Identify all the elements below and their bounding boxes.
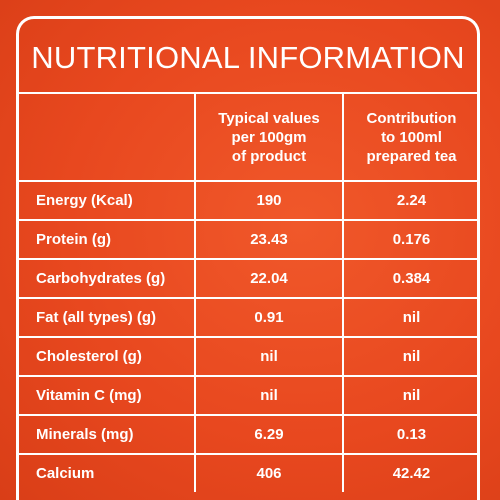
table-row: Cholesterol (g) nil nil <box>17 336 479 377</box>
value-per-100gm: nil <box>194 375 344 416</box>
nutrient-name: Minerals (mg) <box>17 414 196 455</box>
value-per-100gm: 23.43 <box>194 219 344 260</box>
value-per-100ml: 0.384 <box>342 258 479 299</box>
value-per-100gm: nil <box>194 336 344 377</box>
table-row: Protein (g) 23.43 0.176 <box>17 219 479 260</box>
table-row: Energy (Kcal) 190 2.24 <box>17 180 479 221</box>
value-per-100ml: nil <box>342 375 479 416</box>
table-row: Calcium 406 42.42 <box>17 453 479 492</box>
value-per-100gm: 190 <box>194 180 344 221</box>
nutrient-name: Fat (all types) (g) <box>17 297 196 338</box>
table-row: Fat (all types) (g) 0.91 nil <box>17 297 479 338</box>
table-row: Carbohydrates (g) 22.04 0.384 <box>17 258 479 299</box>
header-per-100ml-line-2: to 100ml <box>381 128 442 146</box>
header-per-100gm-line-1: Typical values <box>218 109 320 127</box>
value-per-100ml: 42.42 <box>342 453 479 492</box>
value-per-100ml: 0.176 <box>342 219 479 260</box>
nutrition-table: Typical values per 100gm of product Cont… <box>17 92 479 492</box>
value-per-100gm: 6.29 <box>194 414 344 455</box>
nutrient-name: Protein (g) <box>17 219 196 260</box>
header-blank-cell <box>17 92 196 182</box>
nutrient-name: Energy (Kcal) <box>17 180 196 221</box>
value-per-100gm: 406 <box>194 453 344 492</box>
value-per-100gm: 22.04 <box>194 258 344 299</box>
nutrient-name: Cholesterol (g) <box>17 336 196 377</box>
header-per-100gm-line-3: of product <box>231 147 307 165</box>
value-per-100ml: 2.24 <box>342 180 479 221</box>
nutrient-name: Vitamin C (mg) <box>17 375 196 416</box>
table-row: Vitamin C (mg) nil nil <box>17 375 479 416</box>
header-per-100ml: Contribution to 100ml prepared tea <box>342 92 479 182</box>
table-header-row: Typical values per 100gm of product Cont… <box>17 92 479 182</box>
nutrient-name: Carbohydrates (g) <box>17 258 196 299</box>
header-per-100gm: Typical values per 100gm of product <box>194 92 344 182</box>
header-per-100ml-line-3: prepared tea <box>366 147 457 165</box>
value-per-100ml: nil <box>342 336 479 377</box>
value-per-100gm: 0.91 <box>194 297 344 338</box>
label-title: NUTRITIONAL INFORMATION <box>31 40 465 75</box>
value-per-100ml: 0.13 <box>342 414 479 455</box>
table-row: Minerals (mg) 6.29 0.13 <box>17 414 479 455</box>
header-per-100gm-line-2: per 100gm <box>231 128 307 146</box>
value-per-100ml: nil <box>342 297 479 338</box>
nutrient-name: Calcium <box>17 453 196 492</box>
header-per-100ml-line-1: Contribution <box>366 109 457 127</box>
